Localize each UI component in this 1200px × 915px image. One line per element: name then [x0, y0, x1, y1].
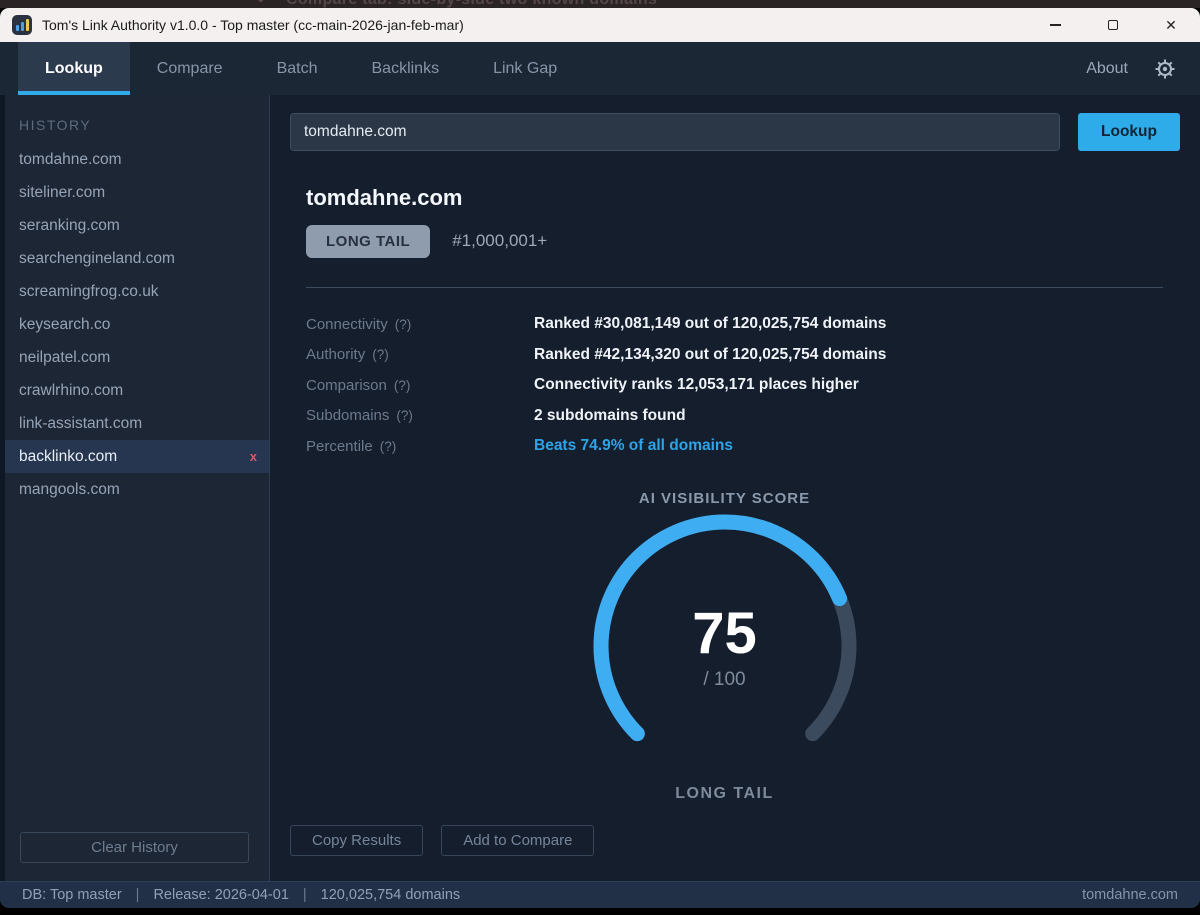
backdrop-bullet: • — [258, 0, 264, 8]
window-body: HISTORY tomdahne.com siteliner.com seran… — [0, 95, 1200, 881]
divider — [306, 287, 1163, 288]
domain-input[interactable] — [290, 113, 1060, 151]
result-domain-title: tomdahne.com — [306, 185, 463, 210]
stat-value: Connectivity ranks 12,053,171 places hig… — [534, 376, 859, 394]
help-icon[interactable]: (?) — [379, 438, 397, 454]
main-content: Lookup tomdahne.com LONG TAIL #1,000,001… — [270, 95, 1200, 881]
tab-link-gap[interactable]: Link Gap — [466, 42, 584, 95]
history-item[interactable]: link-assistant.com — [19, 414, 143, 432]
status-bar: DB: Top master | Release: 2026-04-01 | 120,0… — [0, 881, 1200, 908]
history-item-selected[interactable]: backlinko.com x — [5, 440, 269, 473]
tab-backlinks-label: Backlinks — [371, 59, 440, 77]
minimize-button[interactable] — [1026, 8, 1084, 42]
copy-results-button[interactable]: Copy Results — [290, 824, 424, 856]
clear-history-button[interactable]: Clear History — [20, 832, 249, 863]
history-item[interactable]: screamingfrog.co.uk — [19, 282, 159, 300]
help-icon[interactable]: (?) — [393, 377, 411, 393]
minimize-icon — [1049, 24, 1061, 26]
gauge-score: 75 — [692, 600, 757, 666]
app-icon — [12, 15, 32, 35]
gauge-tier-label: LONG TAIL — [675, 784, 774, 802]
close-button[interactable]: ✕ — [1165, 16, 1177, 33]
visibility-gauge: 75 / 100 — [592, 513, 858, 779]
stat-label: Connectivity (?) — [306, 315, 412, 333]
status-left: DB: Top master | Release: 2026-04-01 | 120,0… — [22, 887, 461, 903]
history-list: tomdahne.com siteliner.com seranking.com… — [5, 143, 269, 506]
stat-value-percentile: Beats 74.9% of all domains — [534, 437, 733, 455]
help-icon[interactable]: (?) — [396, 408, 413, 424]
stats-table: Connectivity (?) Ranked #30,081,149 out o… — [306, 309, 1180, 462]
app-window: Tom's Link Authority v1.0.0 - Top master… — [0, 8, 1200, 908]
stat-row: Percentile (?) Beats 74.9% of all domains — [306, 431, 1180, 462]
stat-label: Percentile (?) — [306, 437, 397, 455]
nav-bar: Lookup Compare Batch Backlinks Link Gap … — [0, 42, 1200, 95]
stat-value: Ranked #42,134,320 out of 120,025,754 do… — [534, 345, 887, 363]
help-icon[interactable]: (?) — [372, 347, 389, 363]
gauge-title: AI VISIBILITY SCORE — [638, 489, 811, 507]
result-panel: tomdahne.com LONG TAIL #1,000,001+ Conne… — [306, 185, 1180, 803]
tab-backlinks[interactable]: Backlinks — [345, 42, 467, 95]
history-item[interactable]: neilpatel.com — [19, 348, 111, 366]
lookup-button[interactable]: Lookup — [1078, 113, 1180, 151]
history-item[interactable]: mangools.com — [19, 480, 120, 498]
add-to-compare-button[interactable]: Add to Compare — [441, 824, 595, 856]
background-page-strip: • Compare tab: side-by-side two known do… — [0, 0, 1200, 8]
stat-row: Comparison (?) Connectivity ranks 12,053,… — [306, 370, 1180, 401]
titlebar: Tom's Link Authority v1.0.0 - Top master… — [0, 8, 1200, 42]
tab-compare-label: Compare — [156, 59, 223, 77]
tab-lookup[interactable]: Lookup — [18, 42, 130, 95]
stat-label: Authority (?) — [306, 346, 389, 364]
history-item[interactable]: keysearch.co — [19, 315, 111, 333]
history-item[interactable]: searchengineland.com — [19, 249, 175, 267]
history-item[interactable]: seranking.com — [19, 216, 120, 234]
history-sidebar: HISTORY tomdahne.com siteliner.com seran… — [0, 95, 270, 881]
gauge-section: AI VISIBILITY SCORE 75 / 100 LONG TAIL — [306, 462, 1143, 803]
help-icon[interactable]: (?) — [394, 316, 412, 332]
history-item[interactable]: siteliner.com — [19, 183, 106, 201]
stat-row: Subdomains (?) 2 subdomains found — [306, 401, 1180, 432]
status-db: DB: Top master — [22, 887, 122, 903]
tab-lookup-label: Lookup — [45, 59, 103, 77]
window-title: Tom's Link Authority v1.0.0 - Top master… — [42, 17, 464, 33]
stat-value: Ranked #30,081,149 out of 120,025,754 do… — [534, 315, 887, 333]
badge-row: LONG TAIL #1,000,001+ — [306, 224, 1180, 258]
status-current-domain: tomdahne.com — [1082, 887, 1178, 903]
backdrop-text: Compare tab: side-by-side two known doma… — [286, 0, 657, 8]
nav-right: About — [1086, 42, 1200, 95]
history-item-label: backlinko.com — [19, 447, 118, 465]
tab-compare[interactable]: Compare — [130, 42, 250, 95]
search-row: Lookup — [290, 113, 1180, 151]
tier-badge: LONG TAIL — [306, 224, 431, 258]
result-actions: Copy Results Add to Compare — [290, 824, 1180, 856]
status-domain-count: 120,025,754 domains — [320, 887, 461, 903]
stat-label: Comparison (?) — [306, 376, 411, 394]
maximize-button[interactable] — [1084, 8, 1142, 42]
stat-row: Connectivity (?) Ranked #30,081,149 out o… — [306, 309, 1180, 340]
tab-batch-label: Batch — [276, 59, 318, 77]
history-item[interactable]: crawlrhino.com — [19, 381, 124, 399]
gauge-denominator: / 100 — [703, 668, 746, 690]
stat-value: 2 subdomains found — [534, 406, 686, 424]
window-controls: ✕ — [1026, 8, 1200, 42]
gauge-fill — [593, 514, 856, 777]
stat-row: Authority (?) Ranked #42,134,320 out of 1… — [306, 340, 1180, 371]
gauge-svg — [593, 514, 856, 777]
status-release: Release: 2026-04-01 — [153, 887, 289, 903]
remove-icon[interactable]: x — [249, 449, 257, 464]
history-item[interactable]: tomdahne.com — [19, 150, 122, 168]
gear-icon[interactable] — [1154, 58, 1176, 80]
nav-about[interactable]: About — [1086, 59, 1128, 77]
maximize-icon — [1108, 20, 1118, 30]
tab-batch[interactable]: Batch — [250, 42, 345, 95]
rank-label: #1,000,001+ — [452, 231, 548, 250]
stat-label: Subdomains (?) — [306, 407, 413, 425]
tab-link-gap-label: Link Gap — [493, 59, 558, 77]
history-header: HISTORY — [19, 117, 92, 133]
